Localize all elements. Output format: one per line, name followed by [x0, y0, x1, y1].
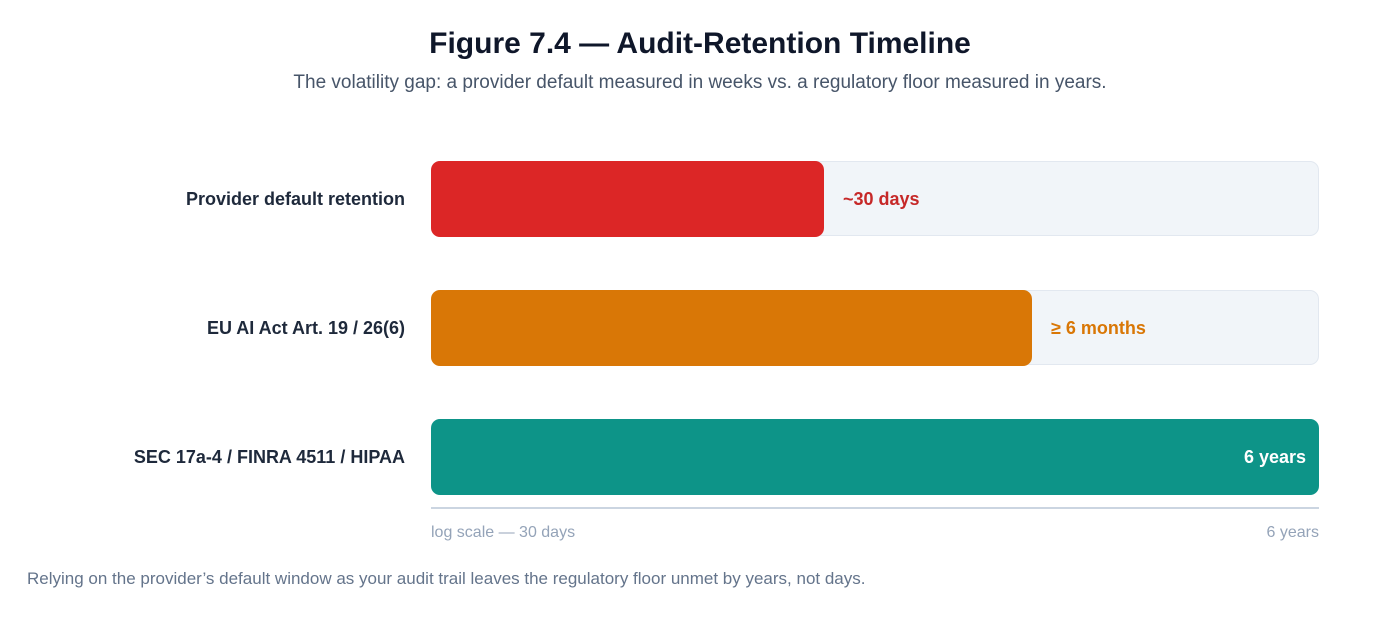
- chart-title: Figure 7.4 — Audit-Retention Timeline: [429, 27, 971, 60]
- bar-category-label: EU AI Act Art. 19 / 26(6): [206, 318, 405, 338]
- x-axis-left-label: log scale — 30 days: [431, 524, 576, 541]
- x-axis-right-label: 6 years: [1266, 524, 1319, 541]
- chart-subtitle: The volatility gap: a provider default m…: [293, 72, 1107, 93]
- x-axis-line: [431, 507, 1319, 509]
- bar-category-label: SEC 17a-4 / FINRA 4511 / HIPAA: [133, 447, 405, 467]
- bar-value-label: ~30 days: [843, 189, 920, 209]
- bar-value-label: 6 years: [1243, 447, 1306, 467]
- bar-category-label: Provider default retention: [185, 189, 405, 209]
- figure-caption: Relying on the provider’s default window…: [27, 569, 866, 588]
- bar: [431, 161, 824, 237]
- bar: [431, 290, 1032, 366]
- bar: [431, 419, 1319, 495]
- bar-value-label: ≥ 6 months: [1051, 318, 1146, 338]
